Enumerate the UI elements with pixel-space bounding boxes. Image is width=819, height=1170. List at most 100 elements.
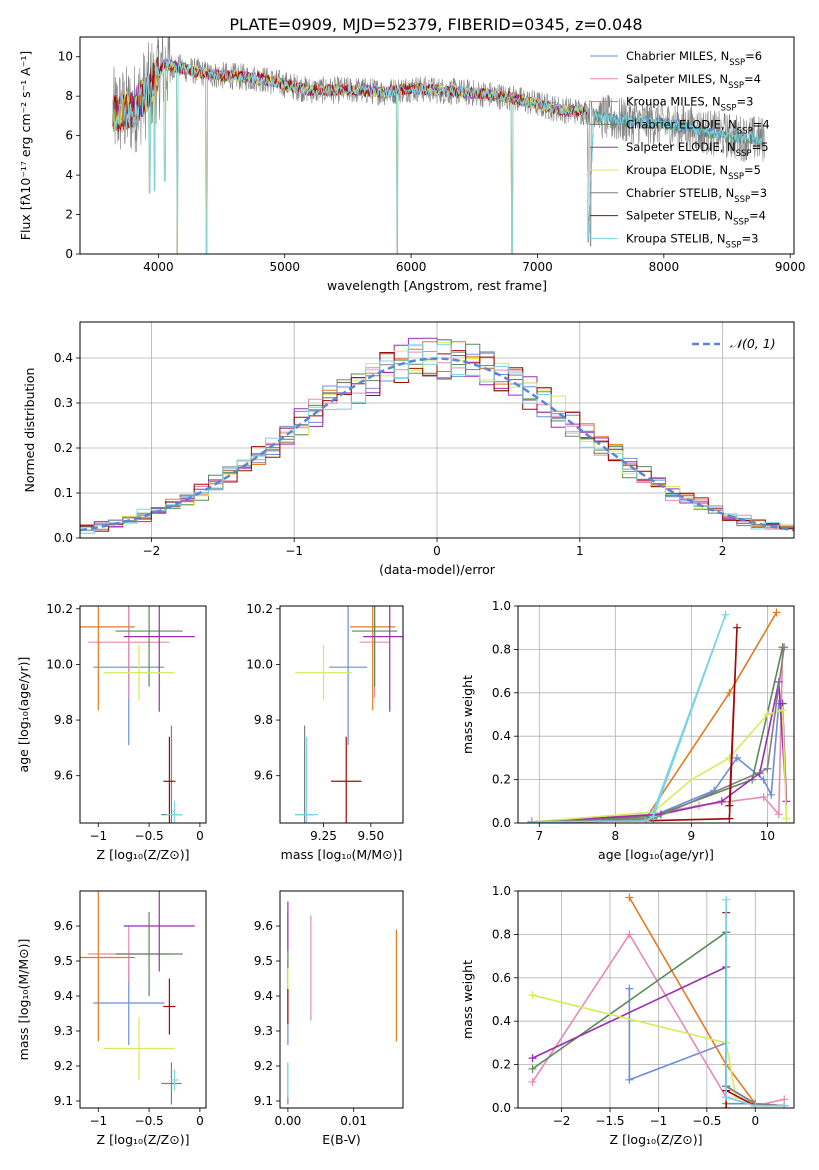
x-axis-label: mass [log₁₀(M/M⊙)] <box>281 847 403 862</box>
weight-line <box>531 649 784 823</box>
weight_vs_age-frame <box>517 605 795 824</box>
weight-marker <box>725 801 734 810</box>
x-tick-label: −2 <box>143 544 161 558</box>
spectrum-panel: 4000 5000 6000 7000 8000 9000 0 2 4 6 8 10 wavelengt… <box>18 36 805 293</box>
y-axis-label: age [log₁₀(age/yr)] <box>16 657 31 773</box>
spectrum-legend: Chabrier MILES, NSSP=6 Salpeter MILES, NS… <box>590 49 770 250</box>
y-tick-label: 9.6 <box>54 919 73 933</box>
y-tick-label: 0.0 <box>492 816 511 830</box>
x-tick-label: 8000 <box>649 260 680 274</box>
weight-marker <box>625 984 634 993</box>
age_vs_Z-panel: −1 −0.5 0 9.6 9.8 10.0 10.2 Z [log₁₀(Z/Z⊙)] age … <box>16 602 207 862</box>
y-tick-label: 4 <box>65 168 73 182</box>
y-tick-label: 0.2 <box>492 1058 511 1072</box>
y-tick-label: 10.2 <box>246 602 273 616</box>
weight_vs_age-content <box>527 608 791 823</box>
weight-line <box>725 899 785 1107</box>
weight-marker <box>625 893 634 902</box>
y-tick-label: 0.4 <box>54 351 73 365</box>
y-tick-label: 9.5 <box>254 954 273 968</box>
x-tick-label: −1 <box>89 1114 107 1128</box>
x-tick-label: −1.5 <box>595 1114 624 1128</box>
y-tick-label: 9.8 <box>254 713 273 727</box>
x-axis-label: Z [log₁₀(Z/Z⊙)] <box>97 1132 190 1147</box>
y-tick-label: 9.1 <box>54 1094 73 1108</box>
weight-line <box>531 647 785 823</box>
spectrum-line <box>112 60 763 254</box>
weight_vs_age-panel: 7 8 9 10 0.0 0.2 0.4 0.6 0.8 1.0 age [log₁₀(age/yr… <box>460 599 795 862</box>
weight-marker <box>763 710 772 719</box>
weight_vs_Z-frame <box>517 890 795 1109</box>
y-tick-label: 9.8 <box>54 713 73 727</box>
weight_vs_Z-panel: −2 −1.5 −1 −0.5 0 0.0 0.2 0.4 0.6 0.8 1.0 Z [log₁₀(… <box>460 884 795 1147</box>
y-tick-label: 9.6 <box>54 769 73 783</box>
y-tick-label: 10.0 <box>246 657 273 671</box>
y-tick-label: 9.4 <box>54 989 73 1003</box>
x-axis-label: E(B-V) <box>322 1132 361 1147</box>
legend-entry: Kroupa ELODIE, NSSP=5 <box>626 163 761 182</box>
y-tick-label: 9.4 <box>254 989 273 1003</box>
weight-marker <box>528 1054 537 1063</box>
x-tick-label: −1 <box>285 544 303 558</box>
age_vs_mass-frame <box>279 605 404 824</box>
y-tick-label: 1.0 <box>492 599 511 613</box>
age_vs_Z-frame <box>79 605 207 824</box>
weight-marker <box>767 790 776 799</box>
weight-marker <box>751 1101 760 1108</box>
weight-marker <box>759 792 768 801</box>
spectrum-frame <box>79 36 795 255</box>
x-tick-label: 9 <box>688 829 696 843</box>
y-tick-label: 0 <box>65 247 73 261</box>
residuals-content <box>80 337 794 534</box>
weight-marker <box>717 797 726 806</box>
weight-marker <box>763 764 772 773</box>
x-axis-label: (data-model)/error <box>379 562 496 577</box>
x-axis-label: age [log₁₀(age/yr)] <box>598 847 714 862</box>
x-tick-label: 9.50 <box>357 829 384 843</box>
y-tick-label: 9.6 <box>254 919 273 933</box>
y-tick-label: 0.4 <box>492 1014 511 1028</box>
y-tick-label: 9.6 <box>254 769 273 783</box>
weight-marker <box>732 623 741 632</box>
y-tick-label: 9.5 <box>54 954 73 968</box>
x-tick-label: 7 <box>535 829 543 843</box>
weight-marker <box>625 930 634 939</box>
x-axis-label: Z [log₁₀(Z/Z⊙)] <box>97 847 190 862</box>
y-axis-label: mass [log₁₀(M/M⊙)] <box>16 939 31 1061</box>
y-tick-label: 10.0 <box>46 657 73 671</box>
x-tick-label: 0 <box>751 1114 759 1128</box>
y-tick-label: 0.0 <box>492 1101 511 1115</box>
weight-line <box>531 612 778 823</box>
y-tick-label: 0.8 <box>492 927 511 941</box>
x-tick-label: −0.5 <box>135 1114 164 1128</box>
weight-line <box>725 912 756 1108</box>
legend-entry: Chabrier MILES, NSSP=6 <box>626 49 762 68</box>
y-tick-label: 9.3 <box>254 1024 273 1038</box>
weight-marker <box>722 1104 731 1108</box>
y-tick-label: 0.2 <box>54 441 73 455</box>
mass_vs_Z-panel: −1 −0.5 0 9.1 9.2 9.3 9.4 9.5 9.6 Z [log₁₀(Z/Z⊙)]… <box>16 890 207 1147</box>
weight-line <box>531 647 784 823</box>
x-tick-label: 0.01 <box>340 1114 367 1128</box>
x-tick-label: 6000 <box>396 260 427 274</box>
x-tick-label: 1 <box>576 544 584 558</box>
y-tick-label: 10 <box>58 50 73 64</box>
weight-marker <box>527 817 536 823</box>
legend-entry: Salpeter STELIB, NSSP=4 <box>626 209 766 228</box>
gaussian-curve <box>80 357 794 532</box>
y-tick-label: 2 <box>65 208 73 222</box>
y-tick-label: 9.2 <box>54 1059 73 1073</box>
figure-title: PLATE=0909, MJD=52379, FIBERID=0345, z=0… <box>229 15 642 34</box>
x-tick-label: −0.5 <box>692 1114 721 1128</box>
y-tick-label: 0.6 <box>492 971 511 985</box>
weight-marker <box>772 608 781 617</box>
y-tick-label: 0.0 <box>54 531 73 545</box>
weight-marker <box>649 808 658 817</box>
x-tick-label: −1 <box>89 829 107 843</box>
y-tick-label: 9.2 <box>254 1059 273 1073</box>
weight-line <box>531 614 727 823</box>
age_vs_Z-content <box>80 606 195 823</box>
y-tick-label: 0.8 <box>492 642 511 656</box>
x-tick-label: 0 <box>433 544 441 558</box>
